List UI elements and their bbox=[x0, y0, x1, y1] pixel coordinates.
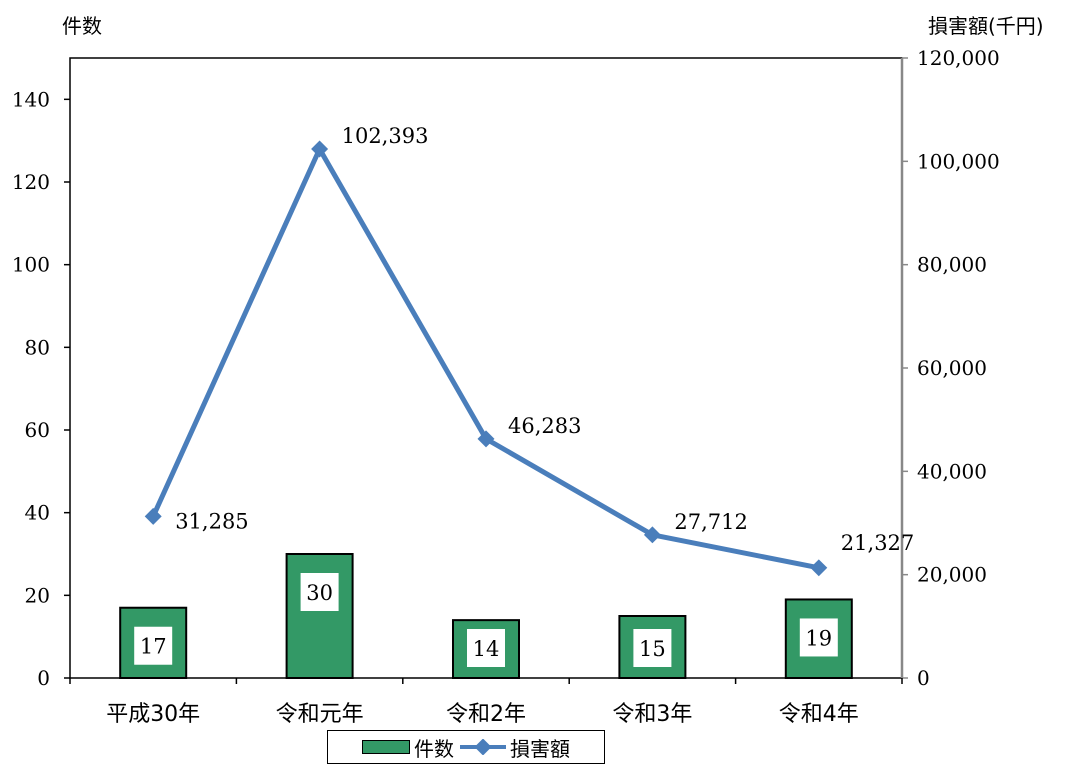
right-axis-tick-label: 120,000 bbox=[917, 46, 1000, 70]
x-axis-category-label: 令和3年 bbox=[612, 702, 692, 727]
combo-chart: 0 20 40 60 80 100 120 140 0 20,000 40,000 60,000 80,… bbox=[12, 46, 1000, 727]
left-axis-tick-label: 80 bbox=[25, 335, 50, 359]
x-axis-category-label: 令和2年 bbox=[446, 702, 526, 727]
line-data-label: 31,285 bbox=[175, 509, 248, 533]
left-axis-tick-label: 140 bbox=[12, 87, 50, 111]
bar-data-label: 17 bbox=[140, 635, 167, 659]
legend-item-count: 件数 bbox=[362, 733, 454, 762]
line-marker bbox=[311, 140, 329, 158]
legend: 件数 損害額 bbox=[327, 730, 605, 764]
x-axis-category-label: 令和元年 bbox=[276, 702, 364, 727]
bar-data-label-box bbox=[300, 573, 339, 611]
left-axis-title: 件数 bbox=[62, 14, 102, 38]
right-axis-title: 損害額(千円) bbox=[928, 14, 1044, 38]
bar-data-label-box bbox=[134, 626, 173, 665]
legend-bar-swatch bbox=[362, 740, 410, 754]
bar bbox=[285, 553, 354, 679]
legend-line-swatch bbox=[460, 739, 506, 755]
legend-label-damage: 損害額 bbox=[510, 736, 570, 761]
right-axis-tick-label: 0 bbox=[917, 666, 930, 690]
x-axis-category-label: 令和4年 bbox=[779, 702, 859, 727]
x-axis-category-label: 平成30年 bbox=[106, 702, 200, 727]
left-axis-tick-label: 0 bbox=[37, 666, 50, 690]
bar-data-label-box bbox=[799, 618, 838, 657]
bar-data-label: 15 bbox=[639, 637, 666, 661]
line-marker bbox=[643, 526, 661, 544]
line-data-label: 21,327 bbox=[841, 531, 914, 555]
right-axis-tick-label: 80,000 bbox=[917, 253, 987, 277]
bar-data-label: 19 bbox=[805, 626, 832, 650]
right-axis-tick-label: 40,000 bbox=[917, 459, 987, 483]
left-axis-tick-label: 40 bbox=[25, 501, 50, 525]
line-marker bbox=[810, 559, 828, 577]
right-axis-tick-label: 100,000 bbox=[917, 149, 1000, 173]
line-marker bbox=[144, 507, 162, 525]
right-axis-tick-label: 20,000 bbox=[917, 563, 987, 587]
bar-data-label-box bbox=[633, 629, 672, 667]
bar-data-label: 30 bbox=[306, 581, 333, 605]
plot-area-frame bbox=[69, 57, 903, 679]
bar-data-label: 14 bbox=[473, 637, 500, 661]
left-axis-tick-label: 20 bbox=[25, 583, 50, 607]
left-axis-tick-label: 100 bbox=[12, 253, 50, 277]
bar-data-label-box bbox=[467, 629, 505, 667]
legend-item-damage: 損害額 bbox=[460, 733, 570, 762]
legend-label-count: 件数 bbox=[414, 736, 454, 761]
line-data-label: 46,283 bbox=[508, 414, 581, 438]
line-data-label: 102,393 bbox=[342, 124, 429, 148]
damage-line bbox=[150, 146, 820, 571]
right-axis-tick-label: 60,000 bbox=[917, 356, 987, 380]
left-axis-tick-label: 120 bbox=[12, 170, 50, 194]
line-data-label: 27,712 bbox=[674, 510, 747, 534]
left-axis-tick-label: 60 bbox=[25, 418, 50, 442]
line-marker bbox=[477, 430, 495, 448]
